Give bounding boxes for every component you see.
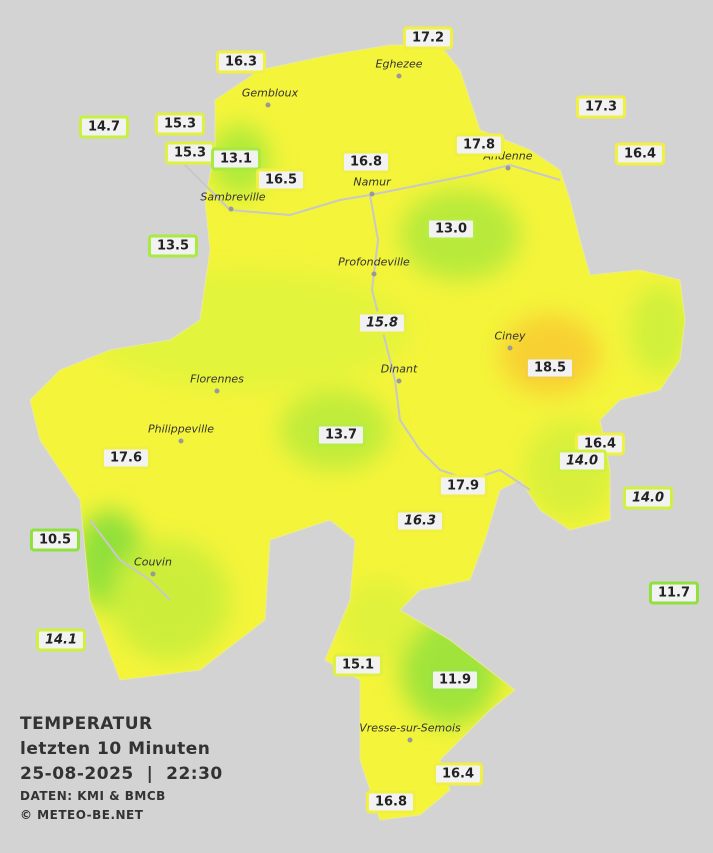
city-dot — [505, 165, 511, 171]
city-label: Sambreville — [200, 190, 266, 204]
station-value: 17.3 — [575, 95, 627, 119]
station-value: 15.3 — [154, 112, 206, 136]
station-value: 16.4 — [614, 142, 666, 166]
station-value: 14.0 — [622, 486, 674, 510]
station-value: 16.5 — [255, 168, 307, 192]
city-label: Couvin — [134, 555, 172, 569]
station-value: 16.8 — [340, 150, 392, 174]
station-value: 18.5 — [524, 356, 576, 380]
legend-line: letzten 10 Minuten — [20, 739, 211, 759]
station-value: 16.3 — [215, 50, 267, 74]
city-label: Vresse-sur-Semois — [359, 721, 461, 735]
city-dot — [407, 737, 413, 743]
station-value: 17.8 — [453, 133, 505, 157]
station-value: 15.8 — [356, 311, 408, 335]
city-dot — [396, 378, 402, 384]
station-value: 17.2 — [402, 26, 454, 50]
station-value: 17.9 — [437, 474, 489, 498]
city-label: Philippeville — [148, 422, 214, 436]
station-value: 14.0 — [556, 449, 608, 473]
legend-line: TEMPERATUR — [20, 714, 153, 734]
station-value: 14.7 — [78, 115, 130, 139]
city-dot — [396, 73, 402, 79]
city-dot — [228, 206, 234, 212]
city-dot — [178, 438, 184, 444]
city-label: Dinant — [380, 362, 418, 376]
station-value: 17.6 — [100, 446, 152, 470]
station-value: 13.5 — [147, 234, 199, 258]
station-value: 10.5 — [29, 528, 81, 552]
station-value: 16.8 — [365, 790, 417, 814]
city-dot — [507, 345, 513, 351]
province-border — [29, 44, 686, 821]
station-value: 14.1 — [35, 628, 87, 652]
city-dot — [150, 571, 156, 577]
city-dot — [214, 388, 220, 394]
city-label: Namur — [353, 175, 391, 189]
station-value: 15.1 — [332, 653, 384, 677]
station-value: 11.7 — [648, 581, 700, 605]
city-label: Eghezee — [375, 57, 423, 71]
city-label: Ciney — [494, 329, 526, 343]
station-value: 16.3 — [394, 509, 446, 533]
city-label: Florennes — [190, 372, 244, 386]
station-value: 16.4 — [432, 762, 484, 786]
city-label: Gembloux — [241, 86, 299, 100]
station-value: 11.9 — [429, 668, 481, 692]
station-value: 13.7 — [315, 423, 367, 447]
station-value: 15.3 — [164, 141, 216, 165]
credit: DATEN: KMI & BMCB — [20, 789, 166, 803]
city-dot — [265, 102, 271, 108]
city-label: Profondeville — [338, 255, 410, 269]
city-dot — [369, 191, 375, 197]
river — [89, 519, 171, 601]
credit: © METEO-BE.NET — [20, 808, 144, 822]
station-value: 13.1 — [210, 147, 262, 171]
city-dot — [371, 271, 377, 277]
legend-line: 25-08-2025 | 22:30 — [20, 764, 223, 784]
legend: TEMPERATUR letzten 10 Minuten 25-08-2025… — [20, 712, 223, 825]
station-value: 13.0 — [425, 217, 477, 241]
